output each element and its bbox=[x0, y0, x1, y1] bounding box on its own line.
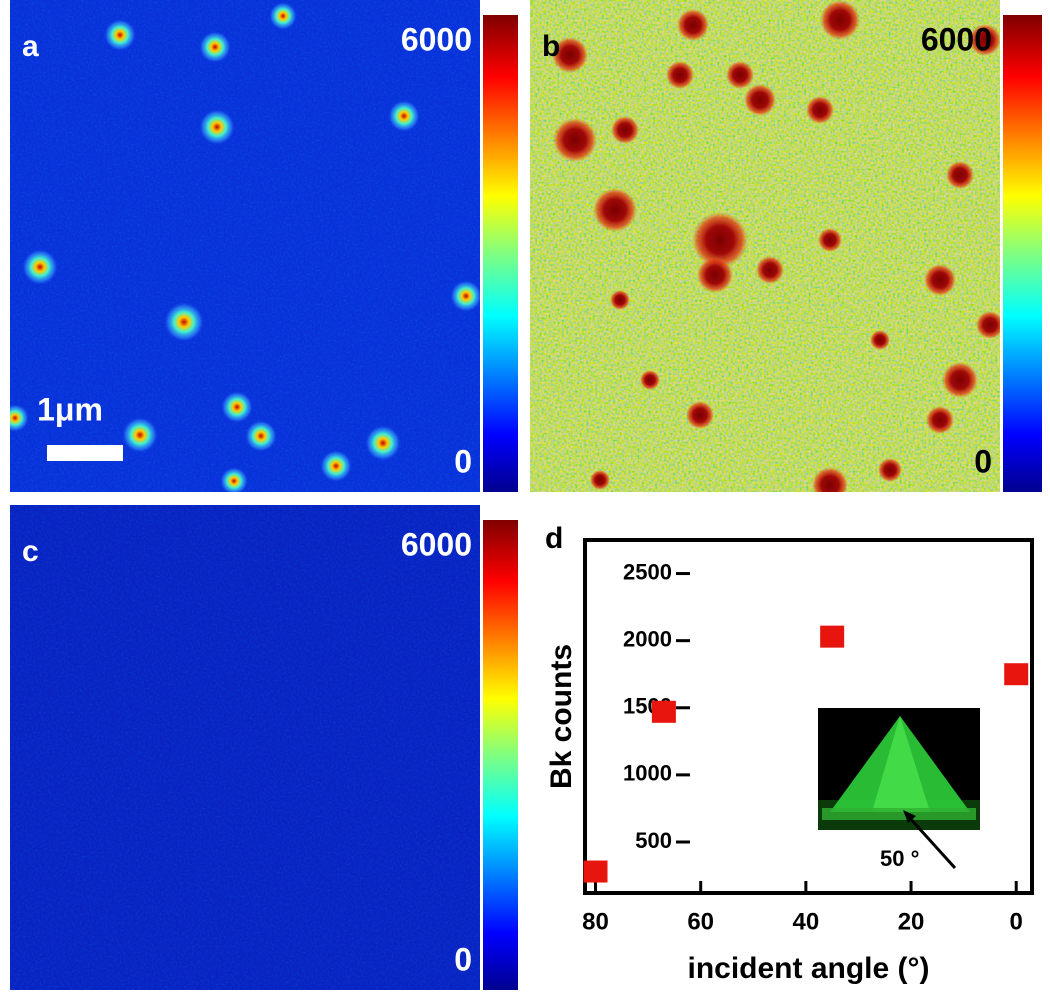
colorbar bbox=[483, 520, 518, 990]
y-axis-label: Bk counts bbox=[545, 644, 578, 789]
colorbar-tick-label: 0 bbox=[454, 941, 472, 977]
scale-bar-label: 1μm bbox=[37, 391, 103, 427]
y-tick-label: 500 bbox=[635, 828, 672, 853]
y-tick-label: 2500 bbox=[623, 559, 672, 584]
x-tick-label: 0 bbox=[1010, 908, 1023, 935]
colorbar-tick-label: 0 bbox=[454, 443, 472, 479]
image-a bbox=[10, 0, 480, 492]
point bbox=[820, 625, 845, 648]
annotation: 50 ° bbox=[880, 846, 919, 871]
point bbox=[651, 700, 676, 723]
colorbar-tick-label: 0 bbox=[974, 443, 992, 479]
x-tick-label: 80 bbox=[582, 908, 609, 935]
y-tick-label: 1000 bbox=[623, 761, 672, 786]
panel-label: b bbox=[542, 30, 560, 63]
inset-photo bbox=[818, 708, 980, 870]
panel-label: c bbox=[22, 535, 39, 568]
x-tick-label: 20 bbox=[898, 908, 925, 935]
point bbox=[583, 860, 608, 883]
panel-label: a bbox=[22, 30, 39, 63]
plot-frame bbox=[583, 538, 1034, 895]
image-b bbox=[530, 0, 1000, 492]
x-tick-label: 40 bbox=[793, 908, 820, 935]
panel-label: d bbox=[545, 522, 563, 555]
point bbox=[1004, 663, 1029, 686]
y-tick-label: 2000 bbox=[623, 626, 672, 651]
colorbar-tick-label: 6000 bbox=[401, 526, 472, 562]
x-axis-label: incident angle (°) bbox=[687, 952, 929, 985]
image-c bbox=[10, 505, 480, 990]
colorbar bbox=[1003, 15, 1042, 492]
colorbar bbox=[483, 15, 518, 492]
colorbar-tick-label: 6000 bbox=[921, 21, 992, 57]
x-tick-label: 60 bbox=[687, 908, 714, 935]
colorbar-tick-label: 6000 bbox=[401, 21, 472, 57]
